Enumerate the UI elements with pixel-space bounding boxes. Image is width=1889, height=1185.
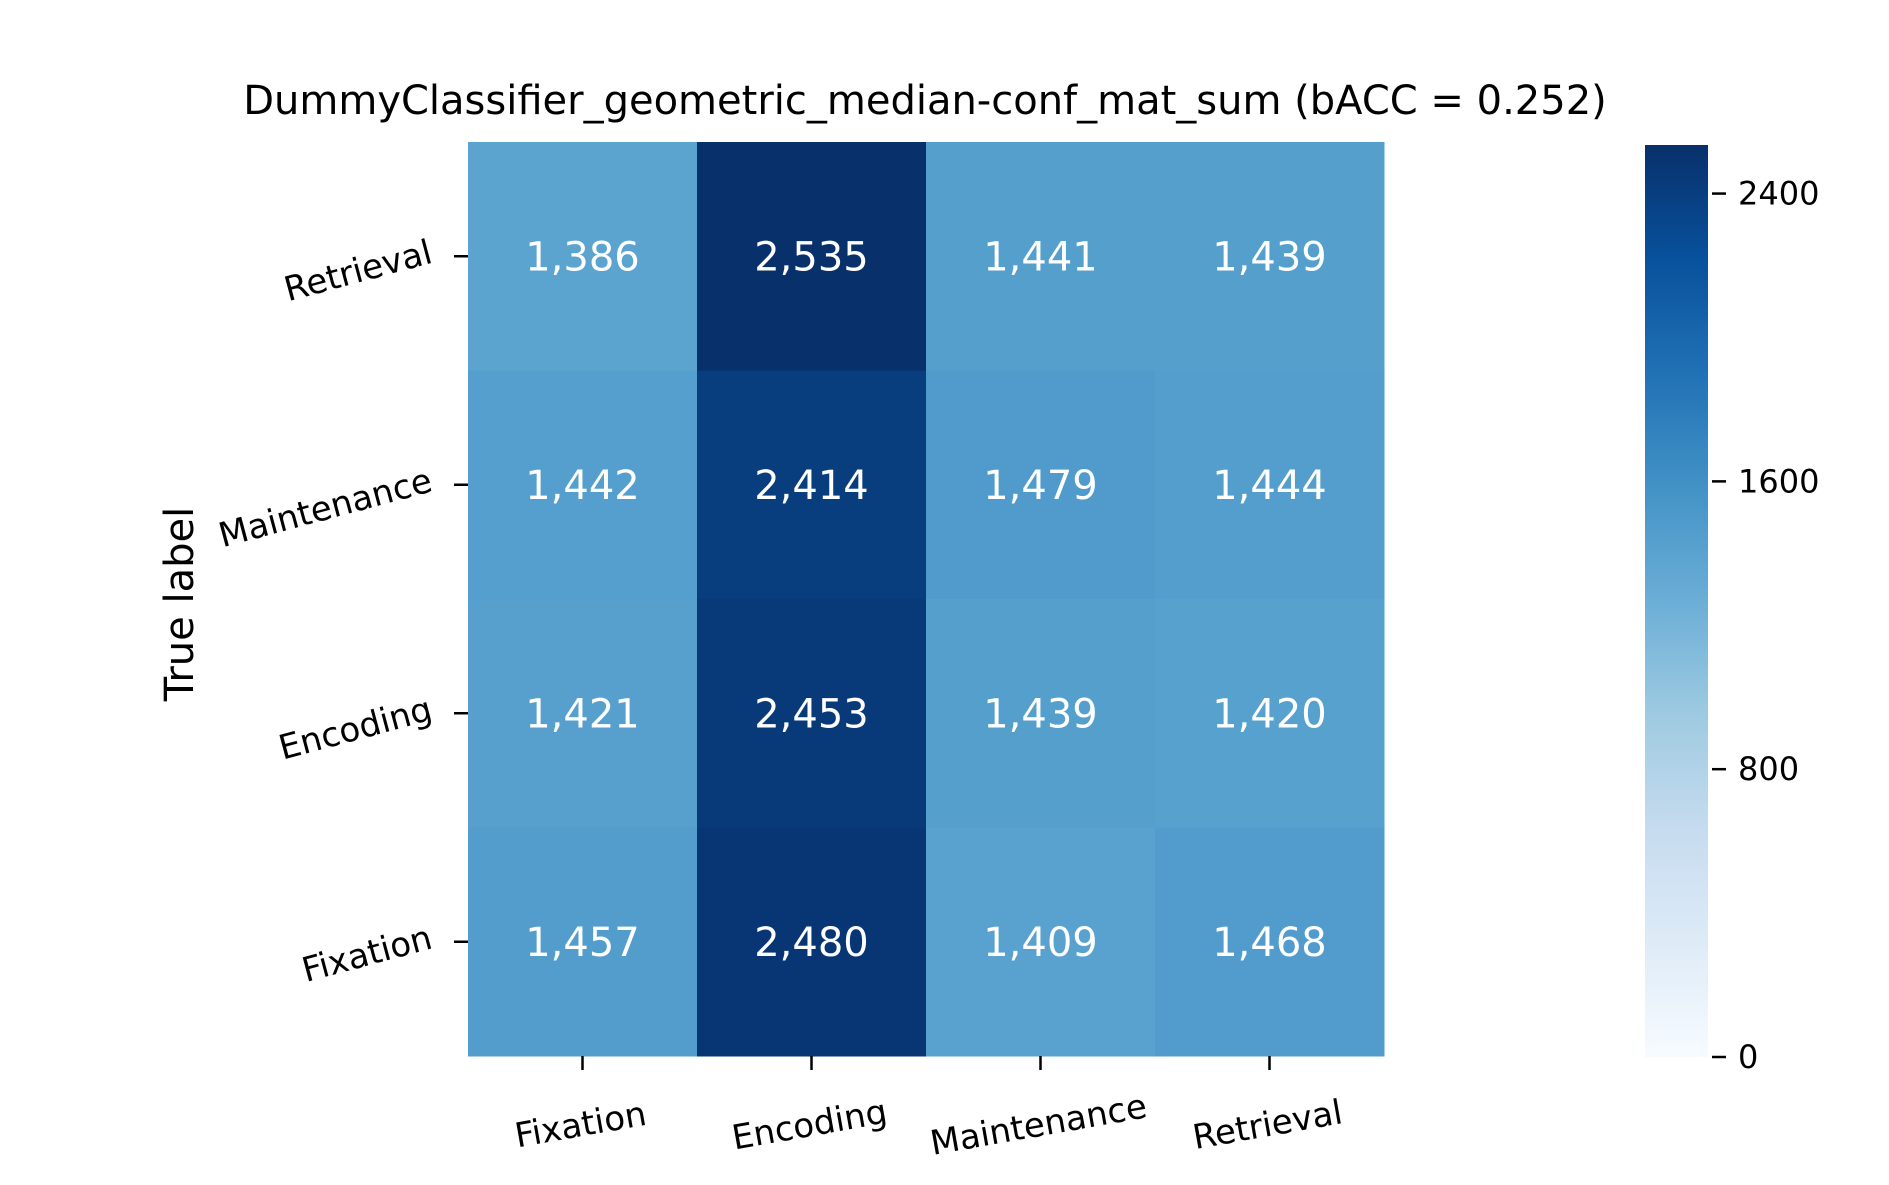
cell-value-label: 1,409 [983, 920, 1098, 966]
y-axis-label: True label [157, 507, 203, 702]
x-tick-label: Encoding [729, 1092, 890, 1159]
heatmap-cell [1155, 370, 1385, 600]
heatmap-cell [468, 370, 698, 600]
chart-title: DummyClassifier_geometric_median-conf_ma… [243, 78, 1607, 124]
heatmap-cell [1155, 827, 1385, 1057]
heatmap-cell [468, 142, 698, 371]
heatmap-cell [697, 599, 927, 828]
cell-value-label: 2,453 [754, 691, 869, 737]
colorbar-tick-label: 800 [1738, 750, 1799, 788]
cell-value-label: 1,444 [1212, 463, 1327, 509]
heatmap-cell [926, 370, 1156, 600]
y-tick-label: Encoding [275, 689, 437, 768]
y-axis: Retrieval Maintenance Encoding Fixation [214, 232, 468, 991]
heatmap-cell [926, 827, 1156, 1057]
colorbar-gradient [1645, 145, 1708, 1057]
colorbar: 0 800 1600 2400 [1645, 145, 1819, 1076]
heatmap-cell [926, 142, 1156, 371]
y-tick-label: Retrieval [280, 232, 436, 310]
heatmap-cell [1155, 142, 1385, 371]
heatmap-cell [926, 599, 1156, 828]
cell-value-label: 1,439 [983, 691, 1098, 737]
y-tick-label: Maintenance [214, 461, 436, 556]
heatmap-cells: 1,386 2,535 1,441 1,439 1,442 2,414 1,479 1,444… [468, 142, 1385, 1057]
heatmap-cell [1155, 599, 1385, 828]
x-tick-label: Fixation [512, 1094, 650, 1156]
heatmap-cell [697, 827, 927, 1057]
colorbar-tick-label: 2400 [1738, 175, 1819, 213]
cell-value-label: 2,414 [754, 463, 869, 509]
cell-value-label: 1,457 [525, 920, 640, 966]
cell-value-label: 1,479 [983, 463, 1098, 509]
heatmap-cell [697, 370, 927, 600]
cell-value-label: 1,439 [1212, 234, 1327, 280]
colorbar-tick-label: 1600 [1738, 462, 1819, 500]
heatmap-cell [697, 142, 927, 371]
cell-value-label: 1,468 [1212, 920, 1327, 966]
cell-value-label: 2,535 [754, 234, 869, 280]
y-tick-label: Fixation [298, 918, 436, 991]
cell-value-label: 1,421 [525, 691, 640, 737]
x-tick-label: Maintenance [927, 1086, 1150, 1163]
heatmap-cell [468, 599, 698, 828]
cell-value-label: 1,442 [525, 463, 640, 509]
cell-value-label: 1,441 [983, 234, 1098, 280]
cell-value-label: 1,386 [525, 234, 640, 280]
colorbar-tick-label: 0 [1738, 1038, 1758, 1076]
cell-value-label: 1,420 [1212, 691, 1327, 737]
heatmap-cell [468, 827, 698, 1057]
cell-value-label: 2,480 [754, 920, 869, 966]
x-tick-label: Retrieval [1190, 1092, 1346, 1158]
x-axis: Fixation Encoding Maintenance Retrieval [512, 1056, 1346, 1164]
